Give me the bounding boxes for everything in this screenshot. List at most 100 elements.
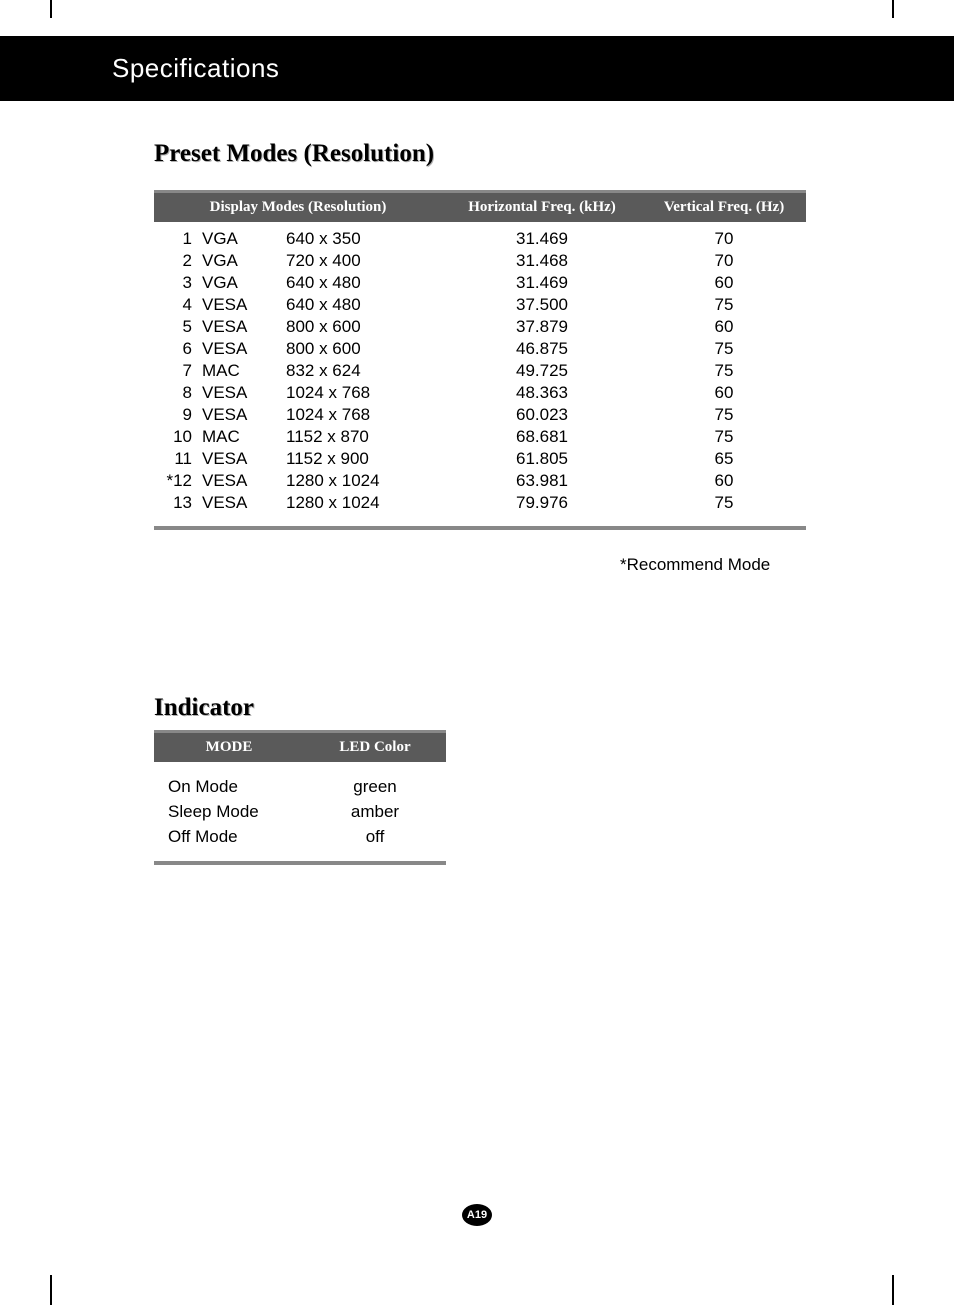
crop-mark xyxy=(50,0,52,18)
cell-standard: VESA xyxy=(202,470,282,492)
cell-resolution: 640 x 480 xyxy=(282,294,442,316)
preset-table-body: 1VGA640 x 35031.469702VGA720 x 40031.468… xyxy=(154,222,806,530)
cell-resolution: 800 x 600 xyxy=(282,316,442,338)
cell-resolution: 640 x 480 xyxy=(282,272,442,294)
crop-mark xyxy=(892,0,894,18)
cell-num: 4 xyxy=(154,294,202,316)
crop-mark xyxy=(892,1275,894,1305)
cell-num: 5 xyxy=(154,316,202,338)
table-row: 1VGA640 x 35031.46970 xyxy=(154,228,806,250)
table-row: 5VESA800 x 60037.87960 xyxy=(154,316,806,338)
preset-table-header: Display Modes (Resolution) Horizontal Fr… xyxy=(154,190,806,222)
cell-standard: VESA xyxy=(202,294,282,316)
cell-hfreq: 48.363 xyxy=(442,382,642,404)
indicator-table-body: On ModegreenSleep ModeamberOff Modeoff xyxy=(154,762,446,865)
cell-num: 1 xyxy=(154,228,202,250)
cell-standard: MAC xyxy=(202,360,282,382)
cell-led: amber xyxy=(304,799,446,824)
indicator-table-header: MODE LED Color xyxy=(154,730,446,762)
table-row: 7MAC832 x 62449.72575 xyxy=(154,360,806,382)
cell-resolution: 720 x 400 xyxy=(282,250,442,272)
cell-num: 10 xyxy=(154,426,202,448)
cell-num: 7 xyxy=(154,360,202,382)
cell-hfreq: 31.469 xyxy=(442,228,642,250)
table-row: Sleep Modeamber xyxy=(154,799,446,824)
cell-standard: VESA xyxy=(202,448,282,470)
table-row: 6VESA800 x 60046.87575 xyxy=(154,338,806,360)
table-row: 9VESA1024 x 76860.02375 xyxy=(154,404,806,426)
cell-standard: VESA xyxy=(202,338,282,360)
cell-resolution: 640 x 350 xyxy=(282,228,442,250)
preset-modes-table: Display Modes (Resolution) Horizontal Fr… xyxy=(154,190,806,530)
table-row: 13VESA1280 x 102479.97675 xyxy=(154,492,806,514)
cell-hfreq: 31.468 xyxy=(442,250,642,272)
cell-vfreq: 60 xyxy=(642,316,806,338)
cell-hfreq: 60.023 xyxy=(442,404,642,426)
cell-standard: VESA xyxy=(202,316,282,338)
table-row: 4VESA640 x 48037.50075 xyxy=(154,294,806,316)
cell-resolution: 1024 x 768 xyxy=(282,404,442,426)
cell-standard: VESA xyxy=(202,492,282,514)
cell-mode: Off Mode xyxy=(154,824,304,849)
preset-modes-title: Preset Modes (Resolution) xyxy=(154,140,434,168)
cell-vfreq: 70 xyxy=(642,250,806,272)
cell-standard: MAC xyxy=(202,426,282,448)
page-header-title: Specifications xyxy=(112,53,279,84)
cell-hfreq: 61.805 xyxy=(442,448,642,470)
cell-standard: VGA xyxy=(202,250,282,272)
table-row: Off Modeoff xyxy=(154,824,446,849)
indicator-table: MODE LED Color On ModegreenSleep Modeamb… xyxy=(154,730,446,865)
cell-led: off xyxy=(304,824,446,849)
table-row: 10MAC1152 x 87068.68175 xyxy=(154,426,806,448)
table-row: On Modegreen xyxy=(154,774,446,799)
cell-mode: On Mode xyxy=(154,774,304,799)
cell-num: 3 xyxy=(154,272,202,294)
cell-hfreq: 49.725 xyxy=(442,360,642,382)
cell-hfreq: 37.879 xyxy=(442,316,642,338)
page-header: Specifications xyxy=(0,36,954,101)
cell-vfreq: 65 xyxy=(642,448,806,470)
cell-hfreq: 46.875 xyxy=(442,338,642,360)
cell-mode: Sleep Mode xyxy=(154,799,304,824)
cell-num: 11 xyxy=(154,448,202,470)
cell-num: 9 xyxy=(154,404,202,426)
cell-hfreq: 63.981 xyxy=(442,470,642,492)
cell-resolution: 1152 x 870 xyxy=(282,426,442,448)
cell-vfreq: 60 xyxy=(642,382,806,404)
table-row: *12VESA1280 x 102463.98160 xyxy=(154,470,806,492)
cell-num: *12 xyxy=(154,470,202,492)
cell-resolution: 1024 x 768 xyxy=(282,382,442,404)
cell-vfreq: 75 xyxy=(642,492,806,514)
cell-standard: VESA xyxy=(202,404,282,426)
indicator-title: Indicator xyxy=(154,694,254,722)
table-row: 3VGA640 x 48031.46960 xyxy=(154,272,806,294)
page-number-badge: A19 xyxy=(462,1200,492,1230)
col-mode: MODE xyxy=(154,733,304,762)
cell-vfreq: 60 xyxy=(642,272,806,294)
cell-resolution: 832 x 624 xyxy=(282,360,442,382)
table-row: 2VGA720 x 40031.46870 xyxy=(154,250,806,272)
table-row: 8VESA1024 x 76848.36360 xyxy=(154,382,806,404)
crop-mark xyxy=(50,1275,52,1305)
cell-num: 6 xyxy=(154,338,202,360)
cell-num: 8 xyxy=(154,382,202,404)
recommend-note: *Recommend Mode xyxy=(620,555,770,575)
table-row: 11VESA1152 x 90061.80565 xyxy=(154,448,806,470)
page-number: A19 xyxy=(467,1209,487,1221)
cell-vfreq: 60 xyxy=(642,470,806,492)
cell-vfreq: 75 xyxy=(642,338,806,360)
cell-vfreq: 75 xyxy=(642,294,806,316)
cell-resolution: 1280 x 1024 xyxy=(282,492,442,514)
cell-vfreq: 70 xyxy=(642,228,806,250)
col-led-color: LED Color xyxy=(304,733,446,762)
cell-resolution: 1152 x 900 xyxy=(282,448,442,470)
cell-vfreq: 75 xyxy=(642,404,806,426)
cell-resolution: 800 x 600 xyxy=(282,338,442,360)
cell-standard: VESA xyxy=(202,382,282,404)
col-display-modes: Display Modes (Resolution) xyxy=(154,193,442,222)
cell-standard: VGA xyxy=(202,228,282,250)
col-vertical-freq: Vertical Freq. (Hz) xyxy=(642,193,806,222)
cell-num: 2 xyxy=(154,250,202,272)
cell-vfreq: 75 xyxy=(642,426,806,448)
cell-num: 13 xyxy=(154,492,202,514)
